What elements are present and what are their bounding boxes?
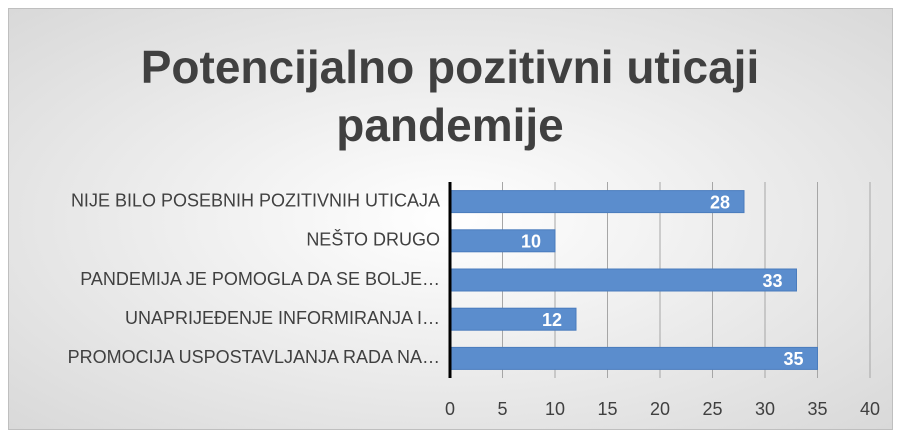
x-tick-label: 20: [650, 399, 670, 419]
bar: [449, 346, 818, 370]
x-tick-label: 5: [497, 399, 507, 419]
y-tick-label: UNAPRIJEĐENJE INFORMIRANJA I…: [125, 308, 440, 328]
data-label: 35: [783, 349, 803, 369]
x-tick-label: 25: [702, 399, 722, 419]
bar: [449, 268, 797, 292]
data-label: 12: [542, 310, 562, 330]
y-tick-label: PANDEMIJA JE POMOGLA DA SE BOLJE…: [80, 269, 440, 289]
data-label: 33: [762, 271, 782, 291]
chart-title: Potencijalno pozitivni uticaji pandemije: [140, 41, 760, 151]
data-label: 10: [521, 232, 541, 252]
x-tick-label: 35: [807, 399, 827, 419]
y-tick-label: PROMOCIJA USPOSTAVLJANJA RADA NA…: [68, 347, 440, 367]
bar: [449, 190, 745, 214]
data-label: 28: [710, 192, 730, 212]
x-tick-label: 0: [445, 399, 455, 419]
x-tick-label: 30: [755, 399, 775, 419]
x-tick-label: 15: [597, 399, 617, 419]
y-tick-label: NEŠTO DRUGO: [306, 229, 440, 250]
x-tick-label: 40: [860, 399, 880, 419]
y-tick-label: NIJE BILO POSEBNIH POZITIVNIH UTICAJA: [71, 190, 440, 210]
x-tick-label: 10: [545, 399, 565, 419]
